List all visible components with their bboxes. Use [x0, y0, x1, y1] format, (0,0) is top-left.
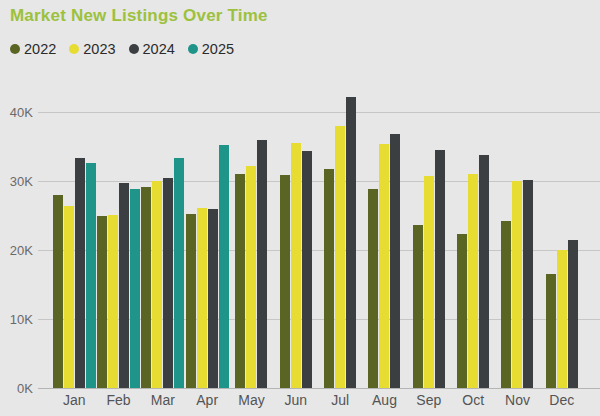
bar-group-sep	[407, 88, 451, 388]
y-axis-label-0k: 0K	[0, 381, 33, 396]
bar-2024-jul[interactable]	[346, 97, 356, 388]
bar-2024-apr[interactable]	[208, 209, 218, 388]
bar-2025-jan[interactable]	[86, 163, 96, 389]
bar-group-jul	[318, 88, 362, 388]
x-axis-label-dec: Dec	[540, 392, 584, 408]
gridline-0k	[38, 388, 600, 389]
bar-2022-sep[interactable]	[413, 225, 423, 388]
bar-2022-jan[interactable]	[53, 195, 63, 388]
bar-group-jun	[274, 88, 318, 388]
plot-area	[52, 88, 584, 388]
bar-2022-oct[interactable]	[457, 234, 467, 389]
bar-group-dec	[540, 88, 584, 388]
x-axis-label-feb: Feb	[96, 392, 140, 408]
bar-group-aug	[362, 88, 406, 388]
bar-2023-aug[interactable]	[379, 144, 389, 388]
chart-card: Market New Listings Over Time 2022202320…	[0, 0, 600, 416]
bar-2024-jan[interactable]	[75, 158, 85, 388]
bar-2023-oct[interactable]	[468, 174, 478, 388]
x-axis-label-oct: Oct	[451, 392, 495, 408]
bar-2022-nov[interactable]	[501, 221, 511, 388]
bar-2024-feb[interactable]	[119, 183, 129, 389]
bar-2023-dec[interactable]	[557, 250, 567, 388]
x-axis-label-jun: Jun	[274, 392, 318, 408]
x-axis-label-may: May	[229, 392, 273, 408]
bar-2022-jun[interactable]	[280, 175, 290, 388]
bar-group-oct	[451, 88, 495, 388]
x-axis-label-nov: Nov	[495, 392, 539, 408]
x-axis-label-aug: Aug	[362, 392, 406, 408]
bar-2024-mar[interactable]	[163, 178, 173, 388]
bar-2023-feb[interactable]	[108, 215, 118, 388]
x-axis-label-sep: Sep	[407, 392, 451, 408]
bar-2022-may[interactable]	[235, 174, 245, 388]
bar-2023-apr[interactable]	[197, 208, 207, 388]
bar-2024-aug[interactable]	[390, 134, 400, 388]
bar-group-may	[229, 88, 273, 388]
x-axis-label-jul: Jul	[318, 392, 362, 408]
bar-2023-jul[interactable]	[335, 126, 345, 388]
bar-chart: 0K 10K 20K 30K 40K JanFebMarAprMayJunJulAugS…	[0, 0, 600, 416]
bar-group-jan	[52, 88, 96, 388]
bar-2023-jan[interactable]	[64, 206, 74, 388]
y-axis-label-30k: 30K	[0, 174, 33, 189]
bar-2025-apr[interactable]	[219, 145, 229, 388]
y-axis-label-10k: 10K	[0, 312, 33, 327]
bar-2023-jun[interactable]	[291, 143, 301, 389]
x-axis-label-jan: Jan	[52, 392, 96, 408]
bar-2022-apr[interactable]	[186, 214, 196, 388]
bar-2022-feb[interactable]	[97, 216, 107, 388]
bar-group-feb	[96, 88, 140, 388]
bar-2023-sep[interactable]	[424, 176, 434, 388]
bar-2022-mar[interactable]	[141, 187, 151, 388]
bar-2024-may[interactable]	[257, 140, 267, 388]
bar-2024-dec[interactable]	[568, 240, 578, 388]
bar-2025-feb[interactable]	[130, 189, 140, 388]
bar-2024-sep[interactable]	[435, 150, 445, 388]
bar-2022-dec[interactable]	[546, 274, 556, 388]
y-axis-label-20k: 20K	[0, 243, 33, 258]
x-axis-label-mar: Mar	[141, 392, 185, 408]
bar-2025-mar[interactable]	[174, 158, 184, 388]
bar-2022-aug[interactable]	[368, 189, 378, 388]
x-axis-label-apr: Apr	[185, 392, 229, 408]
bar-2023-may[interactable]	[246, 166, 256, 388]
bar-2024-jun[interactable]	[302, 151, 312, 388]
y-axis-label-40k: 40K	[0, 105, 33, 120]
bar-2023-nov[interactable]	[512, 181, 522, 388]
bar-2024-nov[interactable]	[523, 180, 533, 388]
bar-2024-oct[interactable]	[479, 155, 489, 388]
bar-2023-mar[interactable]	[152, 181, 162, 388]
bar-group-mar	[141, 88, 185, 388]
bar-2022-jul[interactable]	[324, 169, 334, 388]
bar-group-apr	[185, 88, 229, 388]
bar-group-nov	[495, 88, 539, 388]
